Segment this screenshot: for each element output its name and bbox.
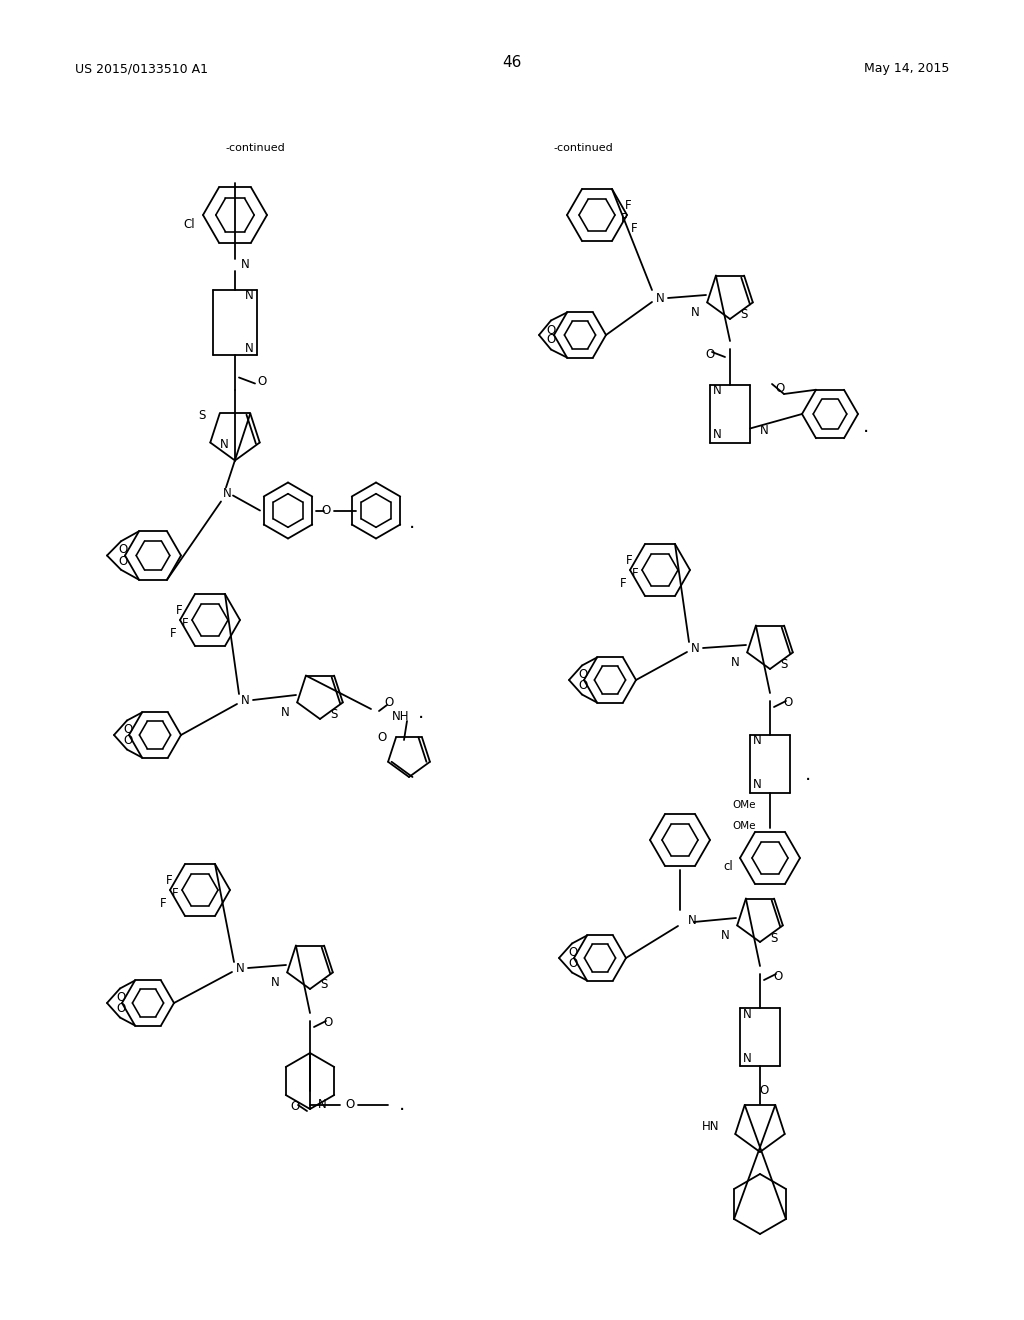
Text: N: N (691, 306, 699, 319)
Text: S: S (331, 709, 338, 722)
Text: S: S (770, 932, 777, 945)
Text: O: O (322, 504, 331, 517)
Text: -continued: -continued (225, 143, 285, 153)
Text: .: . (399, 1096, 406, 1114)
Text: O: O (119, 556, 128, 568)
Text: -continued: -continued (553, 143, 613, 153)
Text: F: F (160, 898, 166, 911)
Text: F: F (170, 627, 176, 640)
Text: O: O (783, 697, 793, 710)
Text: N: N (281, 706, 290, 719)
Text: F: F (166, 874, 172, 887)
Text: N: N (714, 429, 722, 441)
Text: US 2015/0133510 A1: US 2015/0133510 A1 (75, 62, 208, 75)
Text: May 14, 2015: May 14, 2015 (863, 62, 949, 75)
Text: N: N (270, 975, 280, 989)
Text: O: O (579, 668, 588, 681)
Text: O: O (568, 957, 578, 970)
Text: O: O (568, 946, 578, 960)
Text: F: F (631, 223, 637, 235)
Text: N: N (743, 1007, 752, 1020)
Text: O: O (547, 333, 556, 346)
Text: N: N (317, 1098, 327, 1111)
Text: O: O (579, 678, 588, 692)
Text: F: F (172, 887, 178, 900)
Text: O: O (384, 697, 393, 710)
Text: S: S (740, 309, 748, 322)
Text: F: F (625, 199, 632, 213)
Text: O: O (378, 731, 387, 743)
Text: O: O (345, 1098, 354, 1111)
Text: O: O (119, 543, 128, 556)
Text: F: F (176, 605, 182, 618)
Text: F: F (626, 554, 632, 568)
Text: N: N (690, 642, 699, 655)
Text: .: . (418, 704, 424, 722)
Text: N: N (241, 259, 250, 272)
Text: .: . (805, 764, 811, 784)
Text: N: N (754, 734, 762, 747)
Text: N: N (220, 438, 228, 451)
Text: 46: 46 (503, 55, 521, 70)
Text: S: S (780, 659, 787, 672)
Text: O: O (123, 723, 133, 737)
Text: S: S (198, 409, 206, 422)
Text: cl: cl (723, 859, 733, 873)
Text: N: N (743, 1052, 752, 1064)
Text: Cl: Cl (183, 219, 195, 231)
Text: F: F (181, 618, 188, 631)
Text: N: N (754, 779, 762, 792)
Text: OMe: OMe (732, 821, 756, 832)
Text: O: O (773, 969, 782, 982)
Text: O: O (123, 734, 133, 747)
Text: OMe: OMe (732, 800, 756, 810)
Text: O: O (257, 375, 266, 388)
Text: N: N (714, 384, 722, 397)
Text: N: N (688, 913, 696, 927)
Text: NH: NH (392, 710, 410, 723)
Text: N: N (245, 289, 254, 302)
Text: .: . (863, 417, 869, 436)
Text: N: N (222, 487, 231, 500)
Text: O: O (291, 1101, 300, 1114)
Text: S: S (321, 978, 328, 991)
Text: N: N (655, 292, 665, 305)
Text: O: O (706, 347, 715, 360)
Text: N: N (245, 342, 254, 355)
Text: N: N (721, 929, 729, 942)
Text: O: O (547, 323, 556, 337)
Text: N: N (236, 961, 245, 974)
Text: O: O (760, 1085, 769, 1097)
Text: F: F (632, 568, 638, 581)
Text: F: F (621, 213, 628, 226)
Text: O: O (324, 1016, 333, 1030)
Text: HN: HN (701, 1119, 719, 1133)
Text: F: F (620, 577, 627, 590)
Text: N: N (760, 424, 768, 437)
Text: O: O (117, 991, 126, 1005)
Text: O: O (775, 383, 784, 396)
Text: N: N (241, 693, 250, 706)
Text: .: . (409, 513, 415, 532)
Text: N: N (731, 656, 739, 669)
Text: O: O (117, 1002, 126, 1015)
